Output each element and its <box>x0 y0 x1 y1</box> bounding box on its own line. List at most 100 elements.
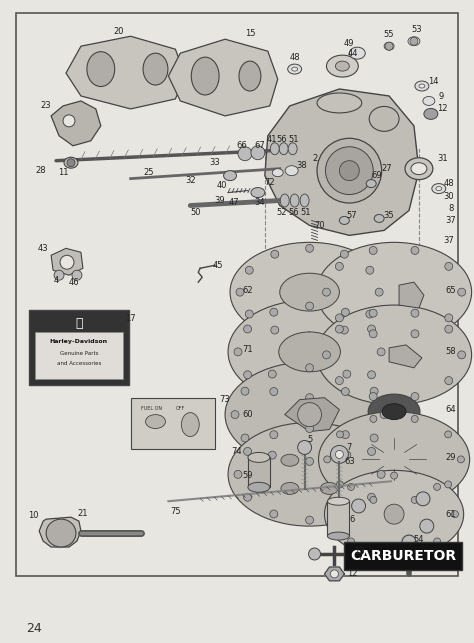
Circle shape <box>343 451 351 459</box>
Circle shape <box>347 538 355 545</box>
Text: 53: 53 <box>411 25 422 34</box>
Circle shape <box>341 431 349 439</box>
Ellipse shape <box>280 273 339 311</box>
Text: 11: 11 <box>58 168 68 177</box>
Circle shape <box>60 255 74 269</box>
Circle shape <box>270 308 278 316</box>
Bar <box>131 397 215 449</box>
Ellipse shape <box>239 61 261 91</box>
Ellipse shape <box>228 300 391 404</box>
Circle shape <box>341 388 349 395</box>
Text: 25: 25 <box>143 168 154 177</box>
Circle shape <box>306 457 313 466</box>
Text: 29: 29 <box>446 453 456 462</box>
Ellipse shape <box>411 163 427 175</box>
Circle shape <box>391 549 398 556</box>
Ellipse shape <box>349 47 365 59</box>
Circle shape <box>268 370 276 378</box>
Text: 24: 24 <box>26 622 42 635</box>
Text: 6: 6 <box>350 514 355 523</box>
Bar <box>345 542 462 570</box>
Circle shape <box>352 499 365 513</box>
Ellipse shape <box>432 184 446 194</box>
Circle shape <box>67 159 75 167</box>
Circle shape <box>380 411 388 419</box>
Text: 8: 8 <box>448 204 454 213</box>
Text: 50: 50 <box>190 208 201 217</box>
Circle shape <box>458 288 465 296</box>
Text: 41: 41 <box>266 135 277 144</box>
Text: and Accessories: and Accessories <box>57 361 101 367</box>
Polygon shape <box>39 517 81 547</box>
Text: 33: 33 <box>210 158 220 167</box>
Ellipse shape <box>317 242 472 342</box>
Ellipse shape <box>328 532 349 540</box>
Polygon shape <box>285 397 339 431</box>
Ellipse shape <box>368 394 420 429</box>
Ellipse shape <box>317 93 362 113</box>
Circle shape <box>457 456 465 463</box>
Circle shape <box>410 37 418 45</box>
Ellipse shape <box>317 138 382 203</box>
Text: 55: 55 <box>384 30 394 39</box>
Bar <box>328 502 349 536</box>
Text: 31: 31 <box>438 154 448 163</box>
Ellipse shape <box>288 64 301 74</box>
Circle shape <box>370 496 377 503</box>
Circle shape <box>336 451 343 458</box>
Ellipse shape <box>143 53 168 85</box>
Ellipse shape <box>384 42 394 50</box>
Circle shape <box>384 504 404 524</box>
Bar <box>35 332 123 379</box>
Ellipse shape <box>279 332 340 372</box>
Circle shape <box>377 348 385 356</box>
Circle shape <box>445 377 453 385</box>
Circle shape <box>306 516 313 524</box>
Ellipse shape <box>317 305 472 404</box>
Circle shape <box>231 411 239 419</box>
Text: 10: 10 <box>28 511 38 520</box>
Circle shape <box>298 440 311 455</box>
Ellipse shape <box>281 455 299 466</box>
Text: 27: 27 <box>382 164 392 173</box>
Circle shape <box>241 387 249 395</box>
Circle shape <box>244 493 252 502</box>
Circle shape <box>234 470 242 478</box>
Polygon shape <box>66 36 185 109</box>
Circle shape <box>330 570 338 578</box>
Circle shape <box>343 370 351 378</box>
Polygon shape <box>325 567 345 581</box>
Circle shape <box>306 364 313 372</box>
Circle shape <box>369 309 377 317</box>
Text: 72: 72 <box>264 178 275 187</box>
Circle shape <box>270 510 278 518</box>
Text: 23: 23 <box>41 102 52 111</box>
Text: 12: 12 <box>347 570 357 579</box>
Circle shape <box>268 451 276 459</box>
Ellipse shape <box>280 194 289 207</box>
Circle shape <box>337 431 344 438</box>
Polygon shape <box>51 101 101 146</box>
Text: 56: 56 <box>288 208 299 217</box>
Ellipse shape <box>319 412 470 507</box>
Circle shape <box>411 246 419 255</box>
Circle shape <box>322 288 330 296</box>
Circle shape <box>434 538 441 545</box>
Circle shape <box>385 42 393 50</box>
Text: 48: 48 <box>289 53 300 62</box>
Circle shape <box>322 351 330 359</box>
Text: 67: 67 <box>255 141 265 150</box>
Polygon shape <box>168 39 278 116</box>
Ellipse shape <box>46 519 76 547</box>
Text: 63: 63 <box>344 457 355 466</box>
Text: 57: 57 <box>346 211 356 220</box>
Text: 28: 28 <box>36 166 46 175</box>
Circle shape <box>72 270 82 280</box>
Circle shape <box>452 511 458 518</box>
Circle shape <box>411 330 419 338</box>
Text: 74: 74 <box>232 447 242 456</box>
Circle shape <box>411 392 419 401</box>
FancyBboxPatch shape <box>16 14 458 576</box>
Circle shape <box>246 266 253 274</box>
Circle shape <box>251 146 265 159</box>
